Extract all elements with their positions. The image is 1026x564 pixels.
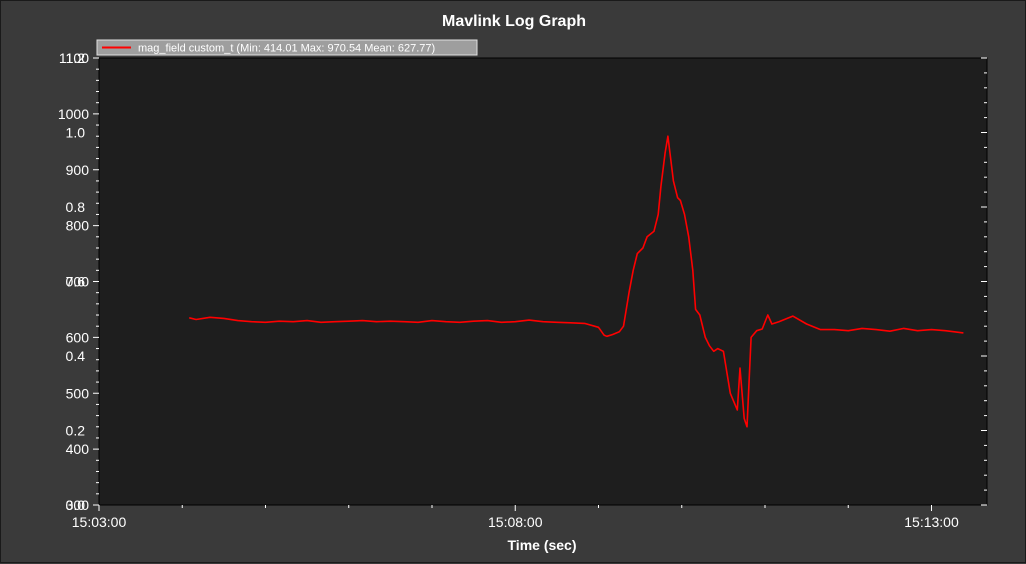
- y-right-tick-label: 0.4: [66, 348, 86, 364]
- y-right-tick-label: 1.2: [66, 50, 86, 66]
- y-left-tick-label: 1000: [58, 106, 89, 122]
- y-right-tick-label: 0.2: [66, 423, 86, 439]
- y-left-tick-label: 700: [66, 274, 90, 290]
- chart-title: Mavlink Log Graph: [442, 13, 586, 30]
- series-line-0: [189, 135, 964, 428]
- axes: 300 400 500 600 700 800 900 1000 1100 0.0 0.2 0.4 0.…: [58, 50, 988, 530]
- y-left-tick-label: 1100: [59, 50, 89, 66]
- y-right-tick-label: 0.6: [66, 274, 86, 290]
- y-left-tick-label: 300: [66, 497, 90, 513]
- y-right-tick-label: 0.0: [66, 497, 86, 513]
- x-tick-label: 15:08:00: [488, 514, 543, 530]
- x-axis-label: Time (sec): [508, 537, 577, 553]
- legend-box: [96, 39, 478, 56]
- legend-entry-label: mag_field custom_t (Min: 414.01 Max: 970…: [138, 43, 435, 55]
- y-right-tick-label: 0.8: [66, 199, 86, 215]
- y-left-tick-label: 800: [66, 218, 90, 234]
- series-layer: [189, 135, 964, 428]
- x-tick-label: 15:03:00: [72, 514, 127, 530]
- y-left-tick-label: 500: [66, 385, 90, 401]
- y-left-tick-label: 900: [66, 162, 90, 178]
- legend: mag_field custom_t (Min: 414.01 Max: 970…: [96, 39, 478, 56]
- plot-area: [99, 58, 987, 505]
- y-left-tick-label: 400: [66, 441, 90, 457]
- y-right-tick-label: 1.0: [66, 125, 86, 141]
- y-left-tick-label: 600: [66, 329, 90, 345]
- x-tick-label: 15:13:00: [904, 514, 959, 530]
